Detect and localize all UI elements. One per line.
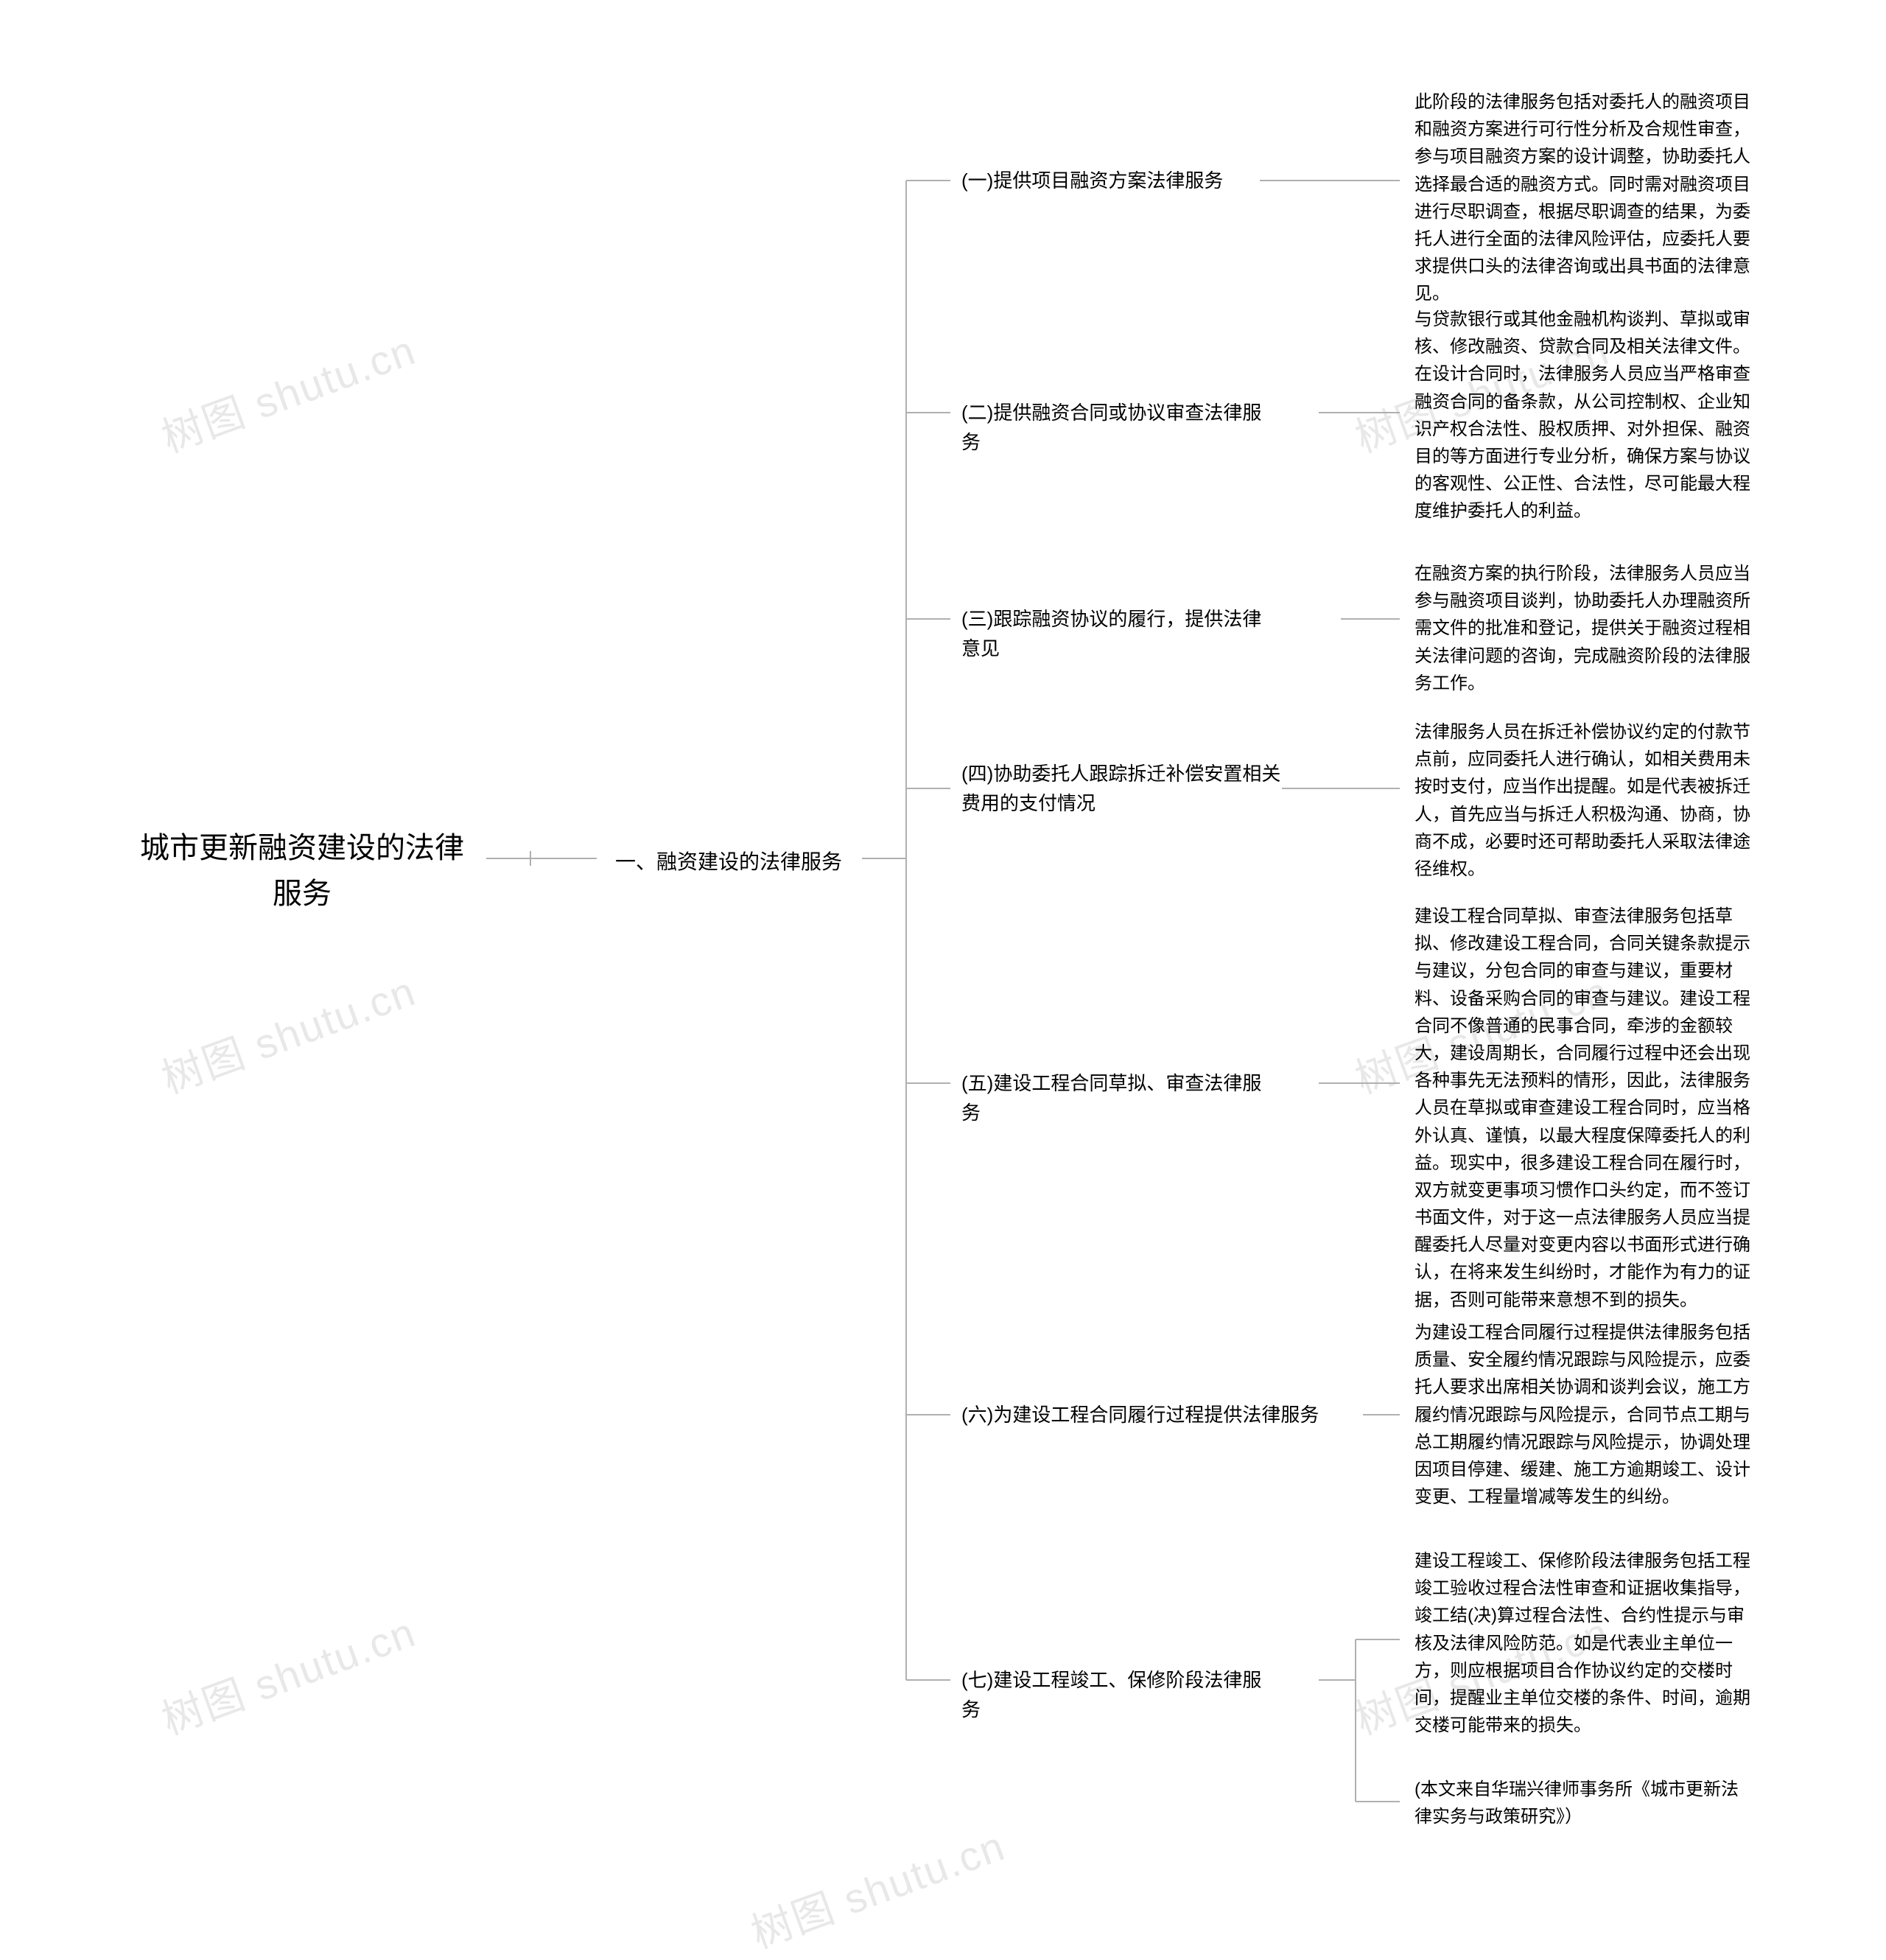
level2-node-3: (三)跟踪融资协议的履行，提供法律意见: [961, 604, 1278, 664]
leaf-node-6: 为建设工程合同履行过程提供法律服务包括质量、安全履约情况跟踪与风险提示，应委托人…: [1414, 1319, 1753, 1511]
mindmap-container: 树图 shutu.cn 树图 shutu.cn 树图 shutu.cn 树图 s…: [0, 0, 1886, 1914]
level2-node-1: (一)提供项目融资方案法律服务: [961, 166, 1223, 195]
level2-node-5: (五)建设工程合同草拟、审查法律服务: [961, 1068, 1278, 1128]
leaf-node-5: 建设工程合同草拟、审查法律服务包括草拟、修改建设工程合同，合同关键条款提示与建议…: [1414, 903, 1753, 1314]
leaf-node-4: 法律服务人员在拆迁补偿协议约定的付款节点前，应同委托人进行确认，如相关费用未按时…: [1414, 718, 1753, 883]
root-node: 城市更新融资建设的法律服务: [133, 825, 472, 917]
leaf-node-7b: (本文来自华瑞兴律师事务所《城市更新法律实务与政策研究》）: [1414, 1776, 1753, 1830]
leaf-node-7a: 建设工程竣工、保修阶段法律服务包括工程竣工验收过程合法性审查和证据收集指导，竣工…: [1414, 1547, 1753, 1739]
level2-node-7: (七)建设工程竣工、保修阶段法律服务: [961, 1665, 1278, 1725]
leaf-node-1: 此阶段的法律服务包括对委托人的融资项目和融资方案进行可行性分析及合规性审查，参与…: [1414, 88, 1753, 308]
leaf-node-2: 与贷款银行或其他金融机构谈判、草拟或审核、修改融资、贷款合同及相关法律文件。在设…: [1414, 306, 1753, 525]
level1-node: 一、融资建设的法律服务: [615, 846, 842, 878]
level2-node-2: (二)提供融资合同或协议审查法律服务: [961, 398, 1278, 458]
level2-node-6: (六)为建设工程合同履行过程提供法律服务: [961, 1400, 1319, 1429]
leaf-node-3: 在融资方案的执行阶段，法律服务人员应当参与融资项目谈判，协助委托人办理融资所需文…: [1414, 560, 1753, 697]
level2-node-4: (四)协助委托人跟踪拆迁补偿安置相关费用的支付情况: [961, 759, 1286, 819]
